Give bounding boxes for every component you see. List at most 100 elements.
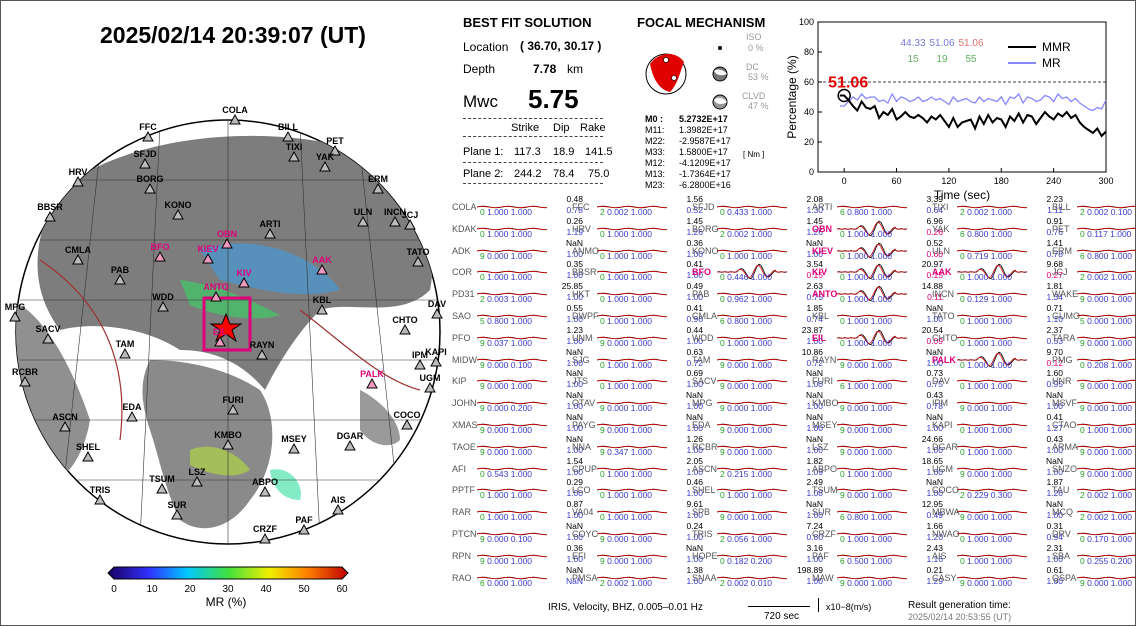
tensor-key: M12: — [645, 158, 666, 168]
waveform-grid: COLA 0.48 0.78 0 1.000 1.000 KDAK 0.26 1.19 0 1… — [450, 194, 1136, 597]
station-marker: ABPO — [252, 477, 278, 497]
quality-weight: 1.000 — [967, 316, 989, 326]
quality-weight: 0.000 — [487, 555, 509, 566]
amplitude-value: 1.85 — [806, 303, 823, 313]
station-marker: BILL — [278, 122, 298, 142]
amplitude-value: NaN — [685, 412, 703, 422]
quality-values: 2 0.002 1.000 — [600, 578, 652, 588]
station-code: SHEL — [692, 485, 716, 496]
station-code: ANMO — [572, 245, 599, 256]
quality-values: 9 0.000 0.100 — [480, 360, 532, 370]
amplitude-value: 0.41 — [686, 303, 703, 313]
quality-values: 0 1.000 1.000 — [480, 272, 532, 282]
quality-values: 9 0.000 1.000 — [600, 425, 652, 435]
quality-flag: 0 — [480, 207, 485, 217]
tensor-key: M33: — [645, 147, 666, 157]
waveform-cell: ADK NaN 1.00 9 0.000 1.000 — [450, 238, 587, 263]
waveform-cell: AAK 9.68 0.27 0 1.000 1.000 — [930, 259, 1067, 284]
quality-max: 0.200 — [510, 403, 533, 414]
station-label: KMBO — [214, 430, 242, 440]
waveform-trace — [597, 532, 667, 536]
correlation-value: 1.09 — [806, 466, 823, 477]
amplitude-value: 9.61 — [686, 499, 703, 510]
quality-max: 1.000 — [510, 577, 533, 588]
quality-max: 0.100 — [510, 359, 533, 370]
amplitude-value: NaN — [805, 433, 823, 444]
quality-weight: 0.500 — [847, 555, 869, 566]
station-code: VA04 — [572, 507, 594, 518]
quality-max: 1.000 — [510, 425, 533, 435]
amplitude-value: 1.81 — [1046, 281, 1063, 292]
correlation-value: 0.76 — [1046, 226, 1063, 237]
quality-values: 9 0.000 1.000 — [840, 490, 892, 500]
quality-flag: 0 — [840, 228, 845, 239]
quality-values: 6 0.800 1.000 — [1080, 251, 1132, 261]
quality-flag: 9 — [840, 490, 845, 501]
quality-values: 2 0.002 1.000 — [1080, 272, 1132, 282]
station-code: NWAO — [932, 529, 960, 539]
correlation-value: 1.00 — [686, 532, 703, 542]
quality-weight: 0.000 — [847, 446, 869, 457]
waveform-trace — [837, 285, 907, 302]
quality-max: 1.000 — [1110, 490, 1133, 501]
station-code: ERM — [1052, 245, 1072, 256]
station-marker: KIEV — [197, 244, 219, 264]
waveform-trace — [597, 271, 667, 274]
waveform-trace — [837, 510, 907, 514]
quality-max: 1.000 — [870, 272, 893, 283]
amplitude-value: 0.43 — [926, 390, 943, 401]
quality-weight: 0.000 — [967, 403, 989, 414]
moment-tensor: M0 : 5.2732E+17 M11: 1.3982E+17 M22: -2.9587E… — [645, 114, 785, 191]
waveform-cell: BORG 1.45 1.26 2 0.002 1.000 — [690, 216, 827, 241]
quality-flag: 0 — [720, 337, 725, 348]
quality-weight: 0.800 — [967, 228, 989, 239]
quality-weight: 0.002 — [727, 228, 749, 239]
quality-weight: 1.000 — [847, 294, 869, 305]
quality-flag: 0 — [960, 446, 965, 457]
quality-values: 9 0.000 1.000 — [720, 425, 772, 435]
quality-weight: 0.347 — [607, 446, 629, 457]
quality-max: 1.000 — [870, 577, 893, 588]
waveform-trace — [477, 292, 547, 296]
quality-flag: 2 — [720, 534, 725, 544]
waveform-trace — [717, 445, 787, 448]
quality-flag: 5 — [1080, 316, 1085, 326]
waveform-trace — [837, 220, 907, 236]
quality-values: 9 0.000 1.000 — [960, 578, 1012, 588]
waveform-trace — [957, 445, 1027, 448]
station-marker: YAK — [316, 152, 335, 172]
correlation-value: 1.00 — [686, 270, 703, 281]
quality-max: 1.000 — [1110, 425, 1133, 435]
quality-flag: 9 — [840, 425, 845, 435]
quality-flag: 9 — [960, 403, 965, 414]
divider — [463, 183, 603, 184]
station-label: WDD — [152, 292, 174, 302]
waveform-trace — [597, 380, 667, 383]
waveform-trace — [1077, 401, 1136, 405]
quality-weight: 1.000 — [967, 337, 989, 348]
waveform-trace — [1077, 271, 1136, 274]
quality-max: 1.000 — [510, 468, 533, 479]
waveform-trace — [837, 554, 907, 557]
correlation-value: 1.16 — [926, 553, 943, 564]
station-label: DGAR — [337, 431, 364, 441]
quality-weight: 0.003 — [487, 294, 509, 305]
waveform-trace — [957, 554, 1027, 557]
amplitude-value: 25.85 — [561, 281, 583, 292]
station-marker: OBN — [217, 229, 237, 249]
quality-weight: 1.000 — [487, 512, 509, 523]
quality-flag: 0 — [600, 228, 605, 239]
waveform-trace — [837, 264, 907, 280]
quality-max: 1.000 — [750, 534, 773, 544]
amplitude-value: NaN — [805, 390, 823, 401]
waveform-cell: PFO 1.23 1.00 9 0.037 1.000 — [450, 325, 587, 350]
quality-flag: 9 — [840, 359, 845, 370]
quality-values: 0 1.000 1.000 — [840, 229, 892, 239]
quality-max: 1.000 — [510, 490, 533, 501]
quality-weight: 1.000 — [967, 555, 989, 566]
quality-values: 9 0.000 1.000 — [600, 403, 652, 413]
quality-flag: 2 — [600, 577, 605, 588]
quality-flag: 6 — [840, 207, 845, 217]
waveform-cell: RPN 0.36 1.00 9 0.000 1.000 — [450, 543, 587, 568]
correlation-value: 1.00 — [806, 335, 823, 346]
